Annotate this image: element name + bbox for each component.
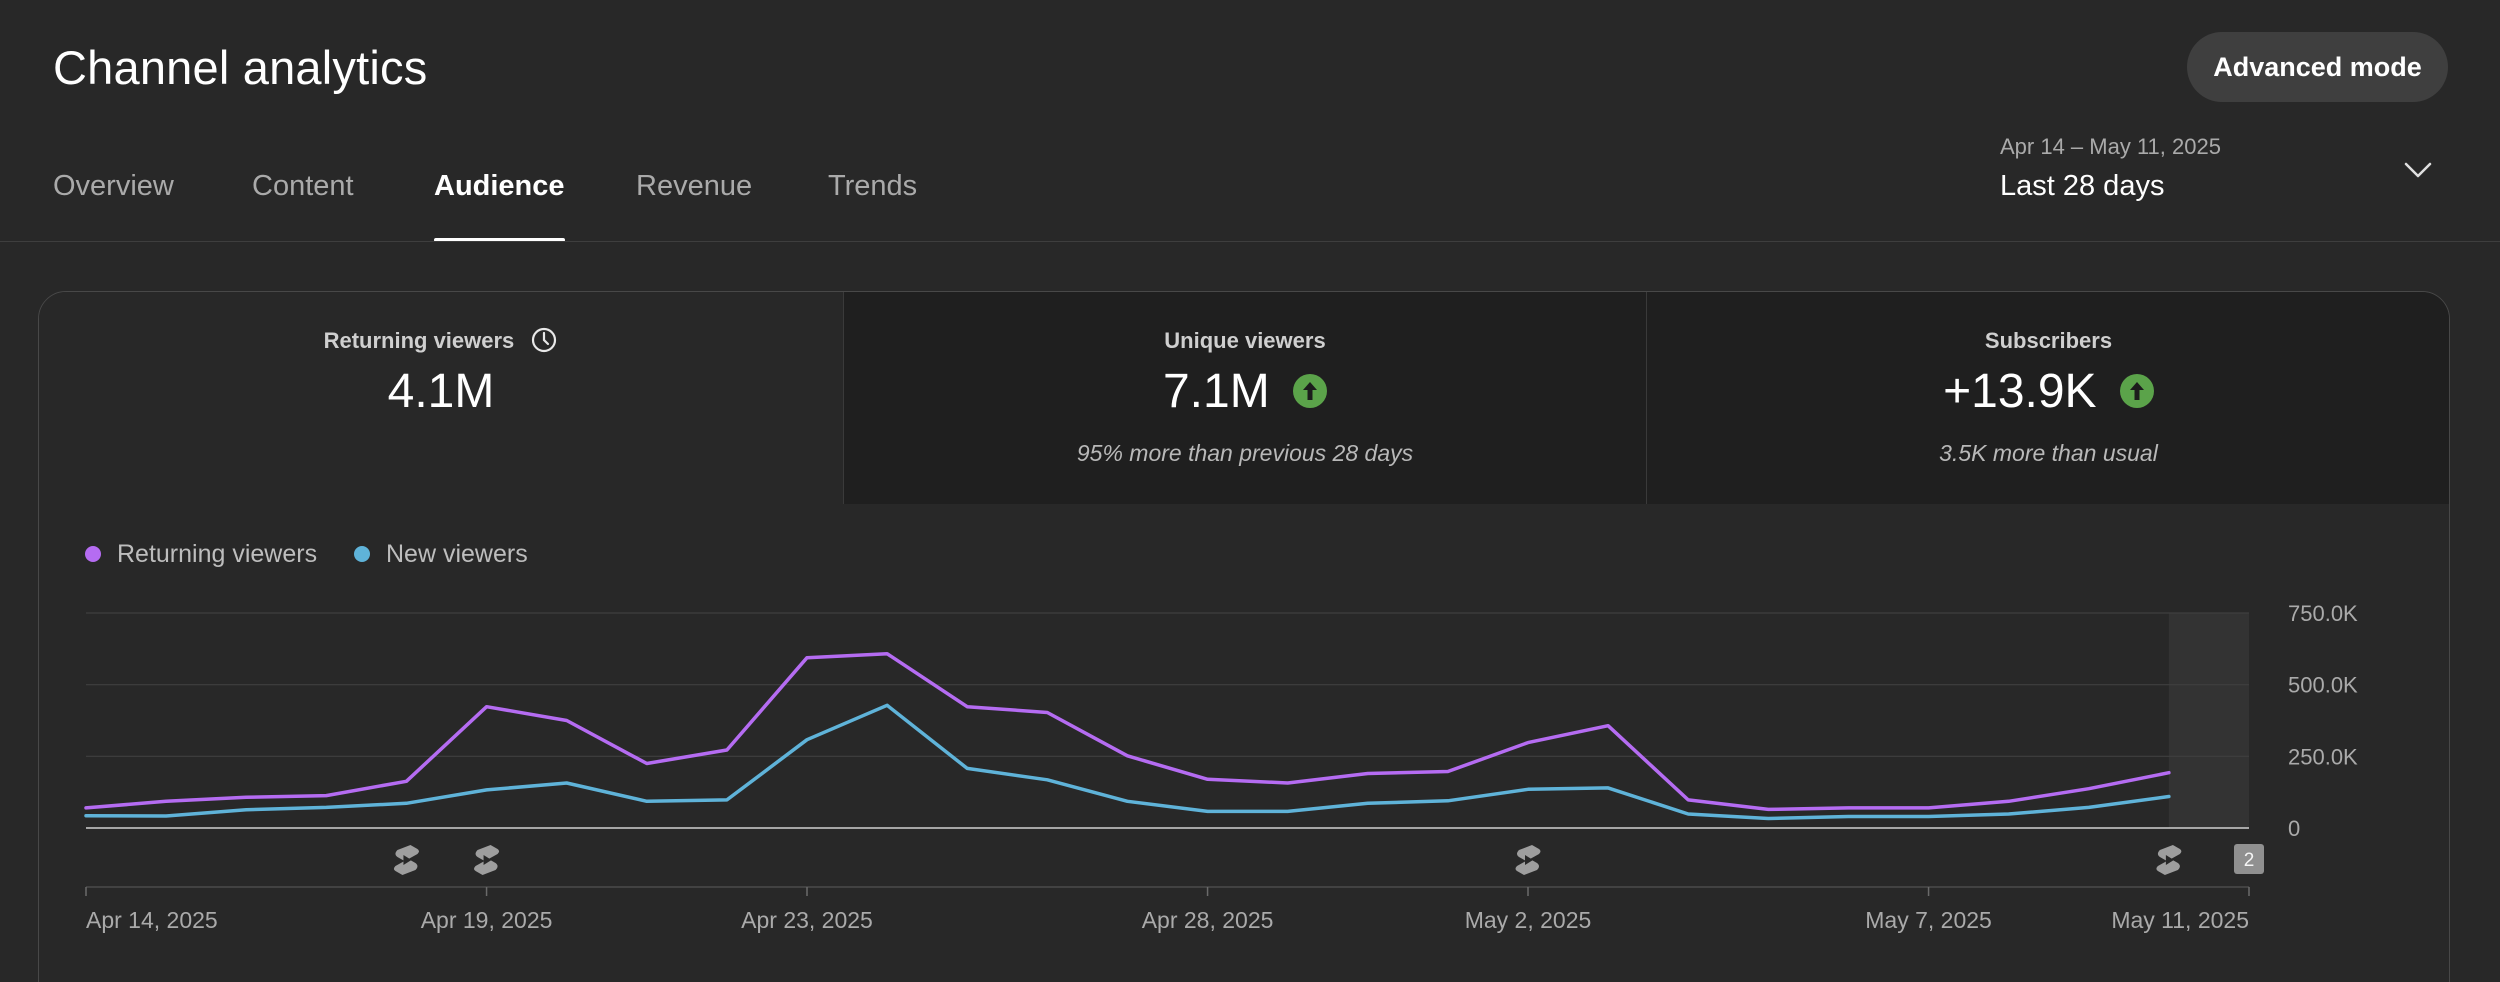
tab-audience[interactable]: Audience xyxy=(434,170,565,242)
legend-label: Returning viewers xyxy=(117,540,318,568)
metric-value-wrap: +13.9K xyxy=(1647,364,2449,419)
date-range-text: Apr 14 – May 11, 2025 xyxy=(2000,134,2221,159)
metric-value-wrap: 7.1M xyxy=(844,364,1646,419)
x-tick-label: May 11, 2025 xyxy=(2111,907,2249,933)
x-tick-label: Apr 19, 2025 xyxy=(421,907,553,933)
partial-day-band xyxy=(2168,613,2249,828)
play-triangle xyxy=(2165,855,2174,865)
x-tick-label: May 2, 2025 xyxy=(1465,907,1592,933)
tab-overview[interactable]: Overview xyxy=(53,170,174,202)
tab-content[interactable]: Content xyxy=(252,170,354,202)
x-tick-label: Apr 14, 2025 xyxy=(86,907,218,933)
y-tick-label: 750.0K xyxy=(2288,601,2358,626)
x-tick-label: Apr 23, 2025 xyxy=(741,907,873,933)
shorts-icon[interactable] xyxy=(2156,845,2182,875)
date-preset-label: Last 28 days xyxy=(2000,170,2165,202)
x-tick-label: Apr 28, 2025 xyxy=(1142,907,1274,933)
legend-dot xyxy=(85,546,101,562)
metric-value: 4.1M xyxy=(387,365,495,418)
metric-returning-viewers[interactable]: Returning viewers 4.1M xyxy=(39,292,843,504)
advanced-mode-button[interactable]: Advanced mode xyxy=(2187,32,2448,102)
metric-value: +13.9K xyxy=(1943,365,2097,418)
x-tick-label: May 7, 2025 xyxy=(1865,907,1992,933)
metric-subscribers[interactable]: Subscribers +13.9K 3.5K more than usual xyxy=(1646,292,2449,504)
count-badge[interactable] xyxy=(2234,844,2264,874)
metric-note: 95% more than previous 28 days xyxy=(1076,440,1414,466)
metric-note: 3.5K more than usual xyxy=(1939,440,2158,466)
metric-unique-viewers[interactable]: Unique viewers 7.1M 95% more than previo… xyxy=(843,292,1646,504)
series-line-new xyxy=(84,703,2171,821)
shorts-icon[interactable] xyxy=(1515,845,1541,875)
play-triangle xyxy=(483,855,492,865)
play-triangle xyxy=(1525,855,1533,865)
metric-value: 7.1M xyxy=(1162,365,1270,418)
shorts-icon[interactable] xyxy=(474,845,500,875)
metric-label-wrap: Returning viewers xyxy=(39,328,843,354)
arrow-up-icon xyxy=(2119,374,2154,409)
audience-card: Returning viewers 4.1M Unique viewers 7.… xyxy=(38,291,2450,982)
series-line-returning xyxy=(84,651,2171,812)
date-range-picker[interactable]: Apr 14 – May 11, 2025 Last 28 days xyxy=(2000,134,2470,209)
metric-label: Subscribers xyxy=(1984,328,2113,353)
play-triangle xyxy=(403,855,412,865)
count-badge-label: 2 xyxy=(2244,850,2255,871)
y-tick-label: 250.0K xyxy=(2288,744,2358,769)
page-title: Channel analytics xyxy=(53,41,428,94)
y-tick-label: 0 xyxy=(2288,816,2300,841)
tab-revenue[interactable]: Revenue xyxy=(636,170,753,202)
shorts-icon[interactable] xyxy=(393,845,419,875)
tabs-divider xyxy=(0,241,2500,242)
legend-dot xyxy=(354,546,370,562)
legend-label: New viewers xyxy=(386,540,528,568)
clock-icon[interactable] xyxy=(530,326,558,354)
metric-label: Returning viewers xyxy=(323,328,515,353)
metric-label: Unique viewers xyxy=(1164,328,1326,353)
tab-trends[interactable]: Trends xyxy=(828,170,918,202)
chevron-down-icon[interactable] xyxy=(2400,158,2436,182)
arrow-up-icon xyxy=(1293,374,1328,409)
y-tick-label: 500.0K xyxy=(2288,673,2358,698)
